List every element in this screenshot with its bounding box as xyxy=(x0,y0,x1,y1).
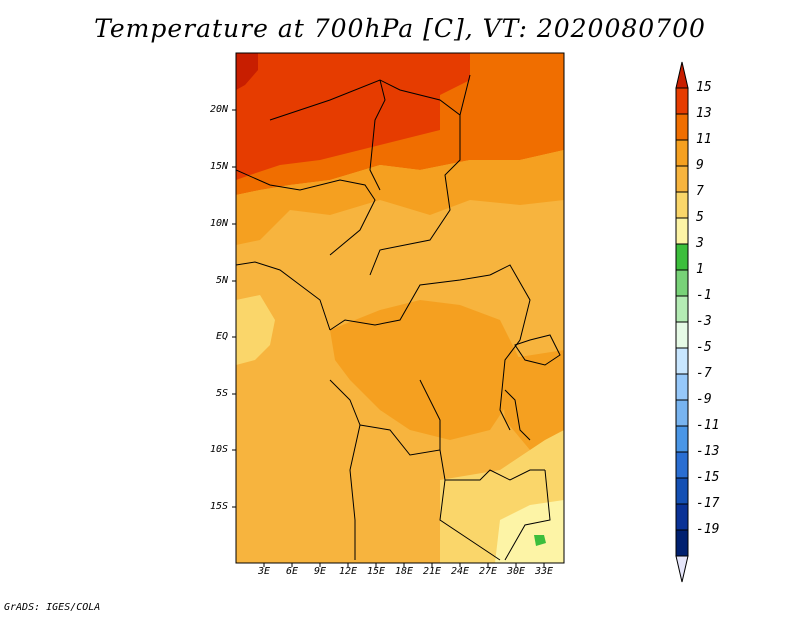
lat-label: 10N xyxy=(209,218,228,229)
lon-label: 21E xyxy=(422,566,442,577)
lon-label: 6E xyxy=(285,566,299,577)
colorbar-swatch xyxy=(675,347,689,375)
colorbar xyxy=(675,61,689,583)
colorbar-swatch xyxy=(675,87,689,115)
lat-label: 20N xyxy=(209,104,228,115)
colorbar-top-arrow xyxy=(675,61,689,89)
colorbar-label: 9 xyxy=(696,158,704,173)
colorbar-label: 3 xyxy=(696,236,704,251)
border-lines xyxy=(236,74,561,561)
colorbar-swatch xyxy=(675,477,689,505)
lat-label: EQ xyxy=(215,331,228,342)
lon-label: 9E xyxy=(313,566,327,577)
colorbar-label: -11 xyxy=(696,418,720,433)
colorbar-label: -9 xyxy=(696,392,712,407)
colorbar-swatch xyxy=(675,113,689,141)
colorbar-swatch xyxy=(675,269,689,297)
colorbar-label: 7 xyxy=(696,184,704,199)
colorbar-label: 13 xyxy=(696,106,712,121)
colorbar-swatch xyxy=(675,373,689,401)
credit-text: GrADS: IGES/COLA xyxy=(4,602,101,613)
axis-ticks xyxy=(232,109,545,567)
colorbar-swatch xyxy=(675,139,689,167)
lon-label: 3E xyxy=(257,566,271,577)
lat-label: 5N xyxy=(215,275,228,286)
colorbar-swatch xyxy=(675,503,689,531)
lon-label: 18E xyxy=(394,566,414,577)
colorbar-label: 15 xyxy=(696,80,712,95)
lat-label: 15N xyxy=(209,161,228,172)
temperature-field xyxy=(236,53,564,563)
lat-label: 5S xyxy=(215,388,228,399)
colorbar-swatch xyxy=(675,425,689,453)
colorbar-label: 1 xyxy=(696,262,704,277)
colorbar-swatch xyxy=(675,191,689,219)
colorbar-swatch xyxy=(675,217,689,245)
colorbar-swatch xyxy=(675,295,689,323)
map-title: Temperature at 700hPa [C], VT: 202008070… xyxy=(94,14,706,43)
colorbar-bottom-arrow xyxy=(675,555,689,583)
lat-label: 10S xyxy=(209,444,228,455)
lon-label: 30E xyxy=(506,566,526,577)
colorbar-swatch xyxy=(675,529,689,557)
colorbar-label: -1 xyxy=(696,288,712,303)
lon-label: 33E xyxy=(534,566,554,577)
lon-label: 27E xyxy=(478,566,498,577)
colorbar-label: 11 xyxy=(696,132,712,147)
lon-label: 12E xyxy=(338,566,358,577)
colorbar-label: 5 xyxy=(696,210,704,225)
lat-label: 15S xyxy=(209,501,228,512)
lon-label: 15E xyxy=(366,566,386,577)
colorbar-label: -5 xyxy=(696,340,712,355)
colorbar-label: -7 xyxy=(696,366,712,381)
colorbar-swatch xyxy=(675,243,689,271)
colorbar-label: -15 xyxy=(696,470,720,485)
lon-label: 24E xyxy=(450,566,470,577)
colorbar-label: -3 xyxy=(696,314,712,329)
colorbar-swatch xyxy=(675,321,689,349)
map-frame xyxy=(235,52,565,564)
colorbar-swatch xyxy=(675,451,689,479)
colorbar-label: -13 xyxy=(696,444,720,459)
colorbar-swatch xyxy=(675,165,689,193)
colorbar-label: -19 xyxy=(696,522,720,537)
colorbar-swatch xyxy=(675,399,689,427)
colorbar-label: -17 xyxy=(696,496,720,511)
